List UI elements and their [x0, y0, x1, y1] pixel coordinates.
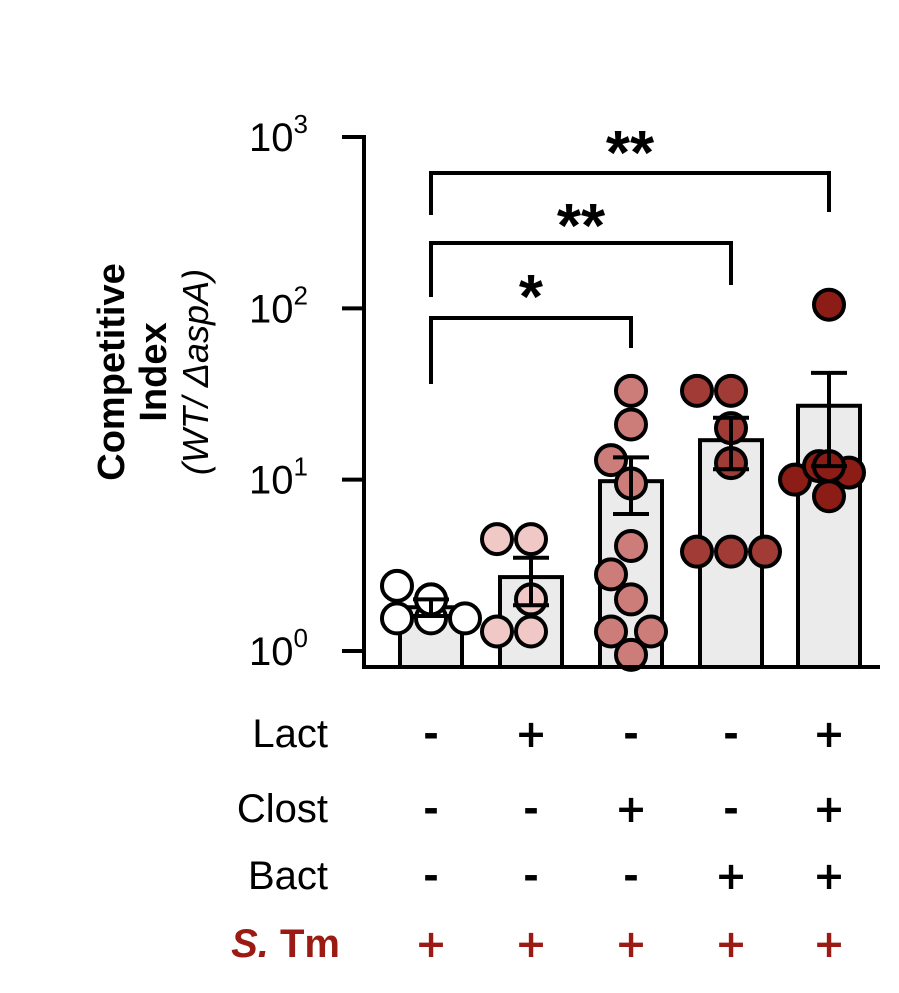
y-axis-ticks: 100 101 102 103 — [249, 109, 364, 674]
y-tick-label: 101 — [249, 452, 308, 503]
infection-sign: + — [415, 922, 447, 966]
y-tick-label: 102 — [249, 280, 308, 331]
significance-label: ** — [606, 119, 655, 188]
condition-sign: - — [523, 787, 539, 831]
y-tick-label: 103 — [249, 109, 308, 160]
y-tick-label: 100 — [249, 623, 308, 674]
data-point — [380, 568, 414, 603]
condition-sign: - — [723, 787, 739, 831]
condition-sign: - — [423, 787, 439, 831]
infection-sign: + — [813, 922, 845, 966]
data-point — [714, 373, 748, 408]
infection-label: S. Tm — [231, 922, 340, 966]
y-axis-label-line1: Competitive — [91, 263, 133, 480]
data-point — [514, 614, 548, 649]
data-point — [714, 534, 748, 569]
condition-sign: + — [515, 712, 547, 756]
condition-label-bact: Bact — [248, 854, 328, 898]
data-point — [614, 529, 648, 564]
data-point — [480, 522, 514, 557]
data-point — [614, 407, 648, 442]
y-axis-label-line3: (WT/ ΔaspA) — [175, 269, 216, 475]
data-point — [448, 601, 482, 636]
significance-bracket — [429, 171, 831, 215]
condition-sign: + — [813, 712, 845, 756]
data-point — [594, 557, 628, 592]
significance-label: * — [519, 263, 544, 332]
condition-sign: + — [813, 787, 845, 831]
data-point — [614, 637, 648, 672]
data-point — [614, 373, 648, 408]
significance-label: ** — [557, 192, 606, 261]
condition-sign: - — [623, 854, 639, 898]
condition-label-lact: Lact — [252, 712, 328, 756]
data-point — [634, 614, 668, 649]
data-points — [380, 287, 866, 672]
infection-sign: + — [515, 922, 547, 966]
infection-sign: + — [615, 922, 647, 966]
condition-table: Lact - + - - + Clost - - + - + Bact - - - + + S. Tm + + + + + — [231, 712, 845, 966]
significance-bracket — [429, 241, 733, 297]
condition-sign: - — [523, 854, 539, 898]
data-point — [480, 614, 514, 649]
data-point — [594, 614, 628, 649]
data-point — [514, 522, 548, 557]
data-point — [614, 582, 648, 617]
condition-label-clost: Clost — [237, 787, 328, 831]
data-point — [380, 601, 414, 636]
axes — [362, 135, 880, 669]
data-point — [812, 287, 846, 322]
bar-5 — [796, 403, 862, 669]
condition-sign: + — [715, 854, 747, 898]
condition-sign: - — [423, 712, 439, 756]
condition-sign: + — [813, 854, 845, 898]
y-axis-label: Competitive Index (WT/ ΔaspA) — [91, 263, 216, 480]
condition-sign: - — [623, 712, 639, 756]
data-point — [680, 534, 714, 569]
significance-brackets: ***** — [429, 119, 831, 384]
infection-sign: + — [715, 922, 747, 966]
condition-sign: + — [615, 787, 647, 831]
error-bars — [413, 370, 847, 619]
significance-bracket — [429, 316, 633, 384]
data-point — [680, 373, 714, 408]
y-axis-label-line2: Index — [133, 322, 175, 421]
data-point — [748, 534, 782, 569]
condition-sign: - — [423, 854, 439, 898]
condition-sign: - — [723, 712, 739, 756]
data-point — [594, 443, 628, 478]
